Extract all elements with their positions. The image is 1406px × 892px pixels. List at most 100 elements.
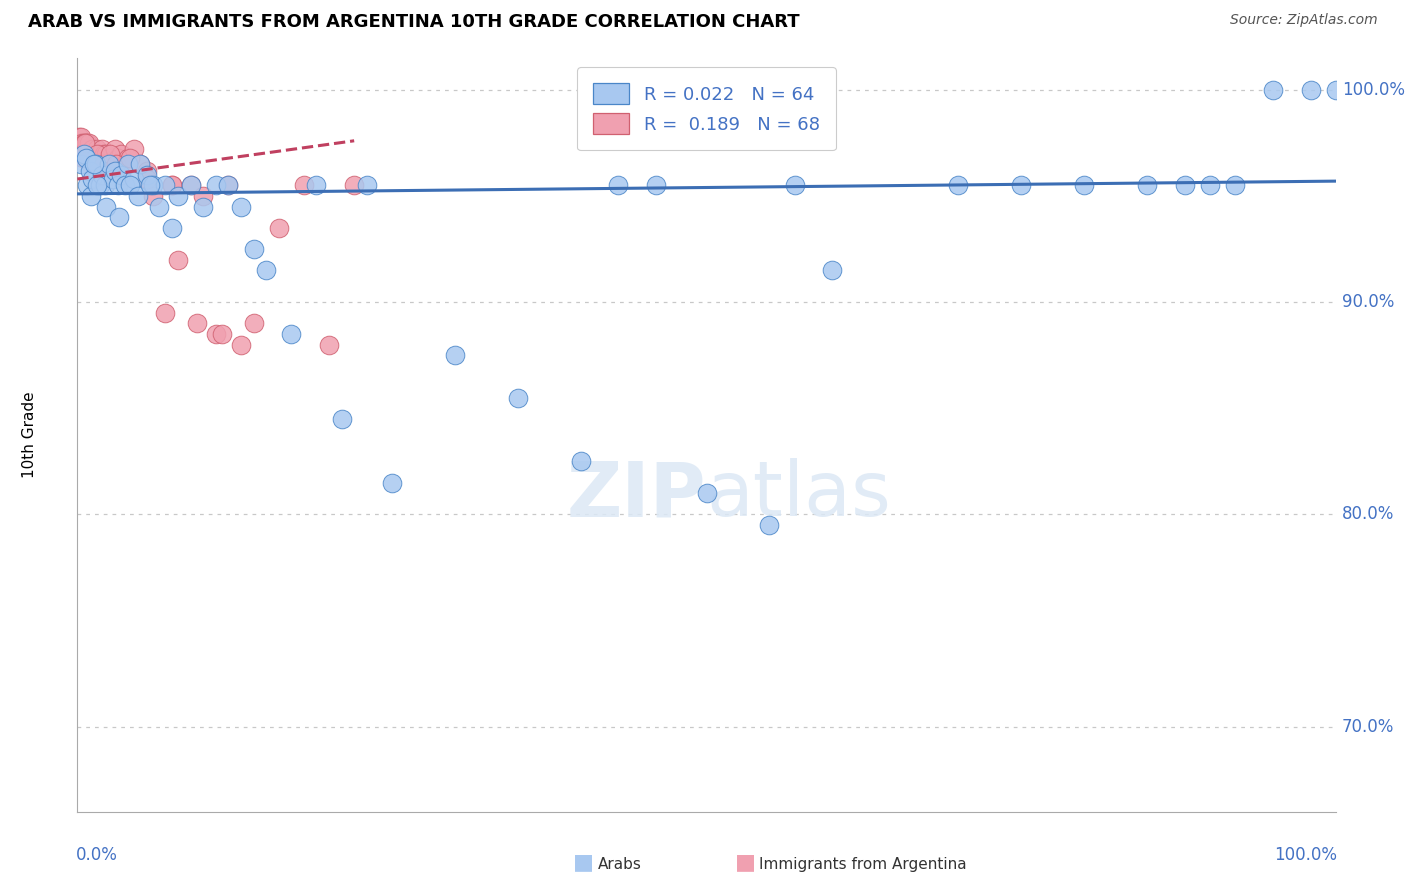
Point: [139, 178, 162, 193]
Point: [129, 157, 152, 171]
Text: 0.0%: 0.0%: [76, 846, 118, 863]
Point: [948, 178, 970, 193]
Point: [108, 211, 131, 225]
Point: [83, 157, 105, 171]
Point: [80, 151, 103, 165]
Point: [318, 337, 340, 351]
Point: [1223, 178, 1246, 193]
Point: [821, 263, 844, 277]
Text: 10th Grade: 10th Grade: [22, 392, 37, 478]
Point: [98, 146, 121, 161]
Point: [67, 129, 90, 144]
Point: [120, 151, 142, 165]
Point: [1073, 178, 1095, 193]
Point: [114, 178, 136, 193]
Point: [569, 454, 592, 468]
Point: [186, 317, 208, 331]
Point: [104, 163, 127, 178]
Point: [120, 178, 142, 193]
Point: [72, 136, 94, 150]
Point: [229, 200, 252, 214]
Text: 100.0%: 100.0%: [1341, 81, 1405, 99]
Point: [100, 157, 122, 171]
Point: [211, 326, 233, 341]
Point: [142, 178, 165, 193]
Point: [135, 168, 157, 182]
Point: [1174, 178, 1197, 193]
Point: [107, 151, 129, 165]
Point: [242, 317, 264, 331]
Point: [82, 172, 104, 186]
Point: [105, 157, 128, 171]
Point: [217, 178, 239, 193]
Point: [114, 157, 136, 171]
Point: [83, 157, 105, 171]
Point: [155, 178, 177, 193]
Text: Immigrants from Argentina: Immigrants from Argentina: [759, 857, 967, 872]
Point: [607, 178, 630, 193]
Point: [160, 178, 183, 193]
Point: [97, 151, 120, 165]
Point: [96, 146, 118, 161]
Point: [72, 151, 94, 165]
Point: [80, 189, 103, 203]
Point: [1324, 83, 1347, 97]
Point: [75, 151, 97, 165]
Point: [96, 200, 118, 214]
Point: [73, 136, 96, 150]
Point: [292, 178, 315, 193]
Point: [1261, 83, 1284, 97]
Point: [91, 168, 114, 182]
Point: [82, 142, 104, 156]
Text: atlas: atlas: [707, 458, 891, 533]
Point: [167, 189, 190, 203]
Point: [70, 146, 93, 161]
Point: [122, 142, 145, 156]
Text: Source: ZipAtlas.com: Source: ZipAtlas.com: [1230, 13, 1378, 28]
Point: [129, 157, 152, 171]
Point: [267, 220, 290, 235]
Point: [101, 172, 124, 186]
Point: [69, 142, 91, 156]
Point: [73, 146, 96, 161]
Point: [94, 178, 117, 193]
Point: [254, 263, 277, 277]
Point: [117, 151, 139, 165]
Point: [117, 157, 139, 171]
Point: [1198, 178, 1220, 193]
Point: [93, 157, 115, 171]
Point: [343, 178, 366, 193]
Point: [72, 146, 94, 161]
Point: [204, 326, 226, 341]
Point: [356, 178, 378, 193]
Point: [70, 157, 93, 171]
Point: [72, 146, 94, 161]
Point: [229, 337, 252, 351]
Point: [86, 146, 108, 161]
Point: [305, 178, 328, 193]
Point: [1299, 83, 1322, 97]
Text: 80.0%: 80.0%: [1341, 506, 1395, 524]
Point: [142, 189, 165, 203]
Point: [89, 178, 111, 193]
Point: [381, 475, 404, 490]
Point: [79, 146, 101, 161]
Point: [135, 163, 157, 178]
Point: [122, 172, 145, 186]
Point: [783, 178, 806, 193]
Point: [97, 157, 120, 171]
Point: [330, 412, 353, 426]
Point: [76, 178, 98, 193]
Text: ■: ■: [574, 853, 593, 872]
Point: [506, 391, 529, 405]
Point: [84, 157, 107, 171]
Point: [77, 146, 100, 161]
Point: [180, 178, 202, 193]
Point: [180, 178, 202, 193]
Point: [84, 151, 107, 165]
Point: [110, 168, 132, 182]
Point: [155, 306, 177, 320]
Point: [67, 136, 90, 150]
Point: [107, 178, 129, 193]
Point: [160, 220, 183, 235]
